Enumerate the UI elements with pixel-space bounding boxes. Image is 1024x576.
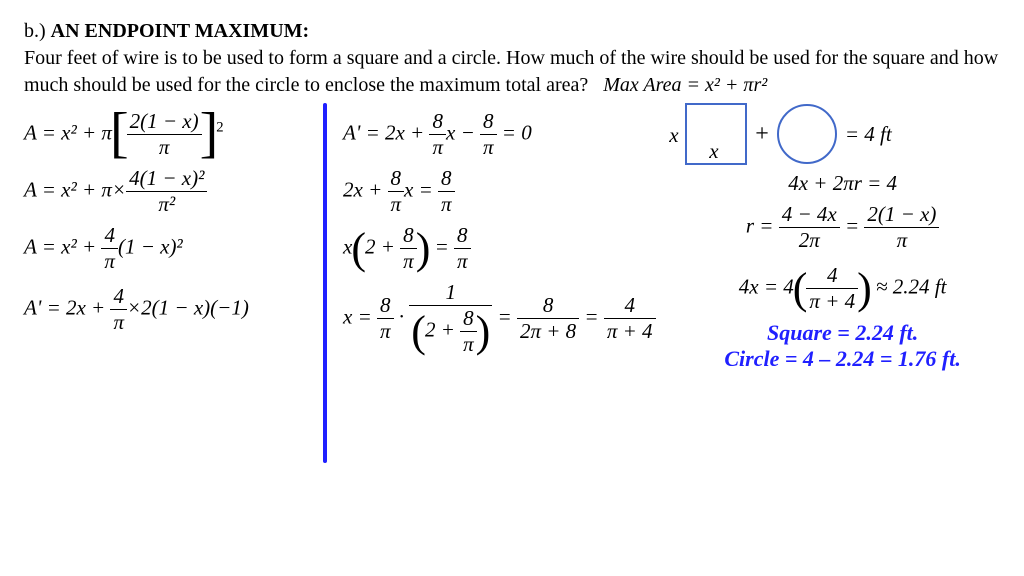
s4-hd: π + 4 (604, 319, 656, 344)
s3-b: 2 + (365, 234, 400, 258)
r-eq: r = 4 − 4x2π = 2(1 − x)π (685, 202, 1000, 253)
s3-d: = (429, 234, 454, 258)
s4-hn: 4 (604, 293, 656, 319)
column-separator (323, 103, 327, 463)
r-n1: 4 − 4x (779, 202, 840, 228)
column-middle: A' = 2x + 8πx − 8π = 0 2x + 8πx = 8π x(2… (331, 103, 685, 463)
s1-e: = 0 (497, 120, 532, 144)
solve-line3: x(2 + 8π) = 8π (343, 223, 685, 274)
plus-icon: + (755, 121, 769, 148)
part-label: b.) (24, 20, 51, 42)
eq-A-expand1: A = x² + π×4(1 − x)²π² (24, 166, 319, 217)
eq2-num: 4(1 − x)² (126, 166, 207, 192)
solve-line1: A' = 2x + 8πx − 8π = 0 (343, 109, 685, 160)
perimeter-eq: 4x + 2πr = 4 (685, 171, 1000, 196)
s4-dn: 1 (409, 280, 492, 306)
s4-c: · (394, 304, 410, 328)
s3-cd: π (400, 249, 417, 274)
s2-c: x = (404, 177, 438, 201)
eq1-den: π (127, 135, 202, 160)
s4-bd: π (377, 319, 394, 344)
eq4-tail: ×2(1 − x)(−1) (127, 295, 249, 319)
eq2-lhs: A = x² + π× (24, 177, 126, 201)
eq-A-def: A = x² + π[2(1 − x)π]2 (24, 109, 319, 160)
eq1-num: 2(1 − x) (127, 109, 202, 135)
work-area: A = x² + π[2(1 − x)π]2 A = x² + π×4(1 − … (24, 103, 1000, 463)
s4-dd1: 2 + (425, 317, 460, 341)
s4-fd: 2π + 8 (517, 319, 579, 344)
eq3-num: 4 (101, 223, 118, 249)
s1-c: x − (446, 120, 480, 144)
eq4-den: π (110, 310, 127, 335)
s1-bn: 8 (429, 109, 446, 135)
r-lhs: r = (746, 213, 779, 237)
s2-bn: 8 (388, 166, 405, 192)
square-label-bottom: x (709, 139, 718, 164)
r-d1: 2π (779, 228, 840, 253)
s3-ed: π (454, 249, 471, 274)
s2-dn: 8 (438, 166, 455, 192)
problem-text: Four feet of wire is to be used to form … (24, 47, 998, 96)
eq4-lhs: A' = 2x + (24, 295, 110, 319)
answer-square: Square = 2.24 ft. (685, 320, 1000, 346)
problem-header: b.) AN ENDPOINT MAXIMUM: Four feet of wi… (24, 18, 1000, 99)
four-x-eq: 4x = 4(4π + 4) ≈ 2.24 ft (685, 263, 1000, 314)
circle-icon (777, 104, 837, 164)
eq2-den: π² (126, 192, 207, 217)
fx-c: ≈ 2.24 ft (871, 274, 947, 298)
r-eq2: = (840, 213, 865, 237)
s3-en: 8 (454, 223, 471, 249)
s2-dd: π (438, 192, 455, 217)
eq-A-prime: A' = 2x + 4π×2(1 − x)(−1) (24, 284, 319, 335)
shapes-diagram: x x + = 4 ft (685, 103, 1000, 165)
column-left: A = x² + π[2(1 − x)π]2 A = x² + π×4(1 − … (24, 103, 319, 463)
s4-fn: 8 (517, 293, 579, 319)
column-right: x x + = 4 ft 4x + 2πr = 4 r = 4 − 4x2π =… (685, 103, 1000, 463)
eq3-tail: (1 − x)² (118, 234, 183, 258)
fx-a: 4x = 4 (739, 274, 794, 298)
solve-line4: x = 8π · 1(2 + 8π) = 82π + 8 = 4π + 4 (343, 280, 685, 357)
s1-bd: π (429, 135, 446, 160)
fx-n: 4 (806, 263, 858, 289)
eq3-den: π (101, 249, 118, 274)
eq3-lhs: A = x² + (24, 234, 101, 258)
fx-d: π + 4 (806, 289, 858, 314)
s3-cn: 8 (400, 223, 417, 249)
square-label-left: x (669, 123, 678, 148)
total-length: = 4 ft (845, 122, 892, 147)
max-area-eq: Max Area = x² + πr² (603, 74, 767, 96)
s4-e: = (492, 304, 517, 328)
s2-bd: π (388, 192, 405, 217)
s2-a: 2x + (343, 177, 388, 201)
eq4-num: 4 (110, 284, 127, 310)
s4-dd2d: π (460, 332, 477, 357)
s4-dd2n: 8 (460, 306, 477, 332)
square-icon: x x (685, 103, 747, 165)
s1-a: A' = 2x + (343, 120, 429, 144)
answer-circle: Circle = 4 – 2.24 = 1.76 ft. (685, 346, 1000, 372)
r-n2: 2(1 − x) (864, 202, 939, 228)
title: AN ENDPOINT MAXIMUM: (51, 20, 310, 42)
s1-dn: 8 (480, 109, 497, 135)
s1-dd: π (480, 135, 497, 160)
solve-line2: 2x + 8πx = 8π (343, 166, 685, 217)
s4-g: = (579, 304, 604, 328)
eq1-lhs: A = x² + π (24, 120, 112, 144)
s4-bn: 8 (377, 293, 394, 319)
s4-a: x = (343, 304, 377, 328)
r-d2: π (864, 228, 939, 253)
eq-A-expand2: A = x² + 4π(1 − x)² (24, 223, 319, 274)
